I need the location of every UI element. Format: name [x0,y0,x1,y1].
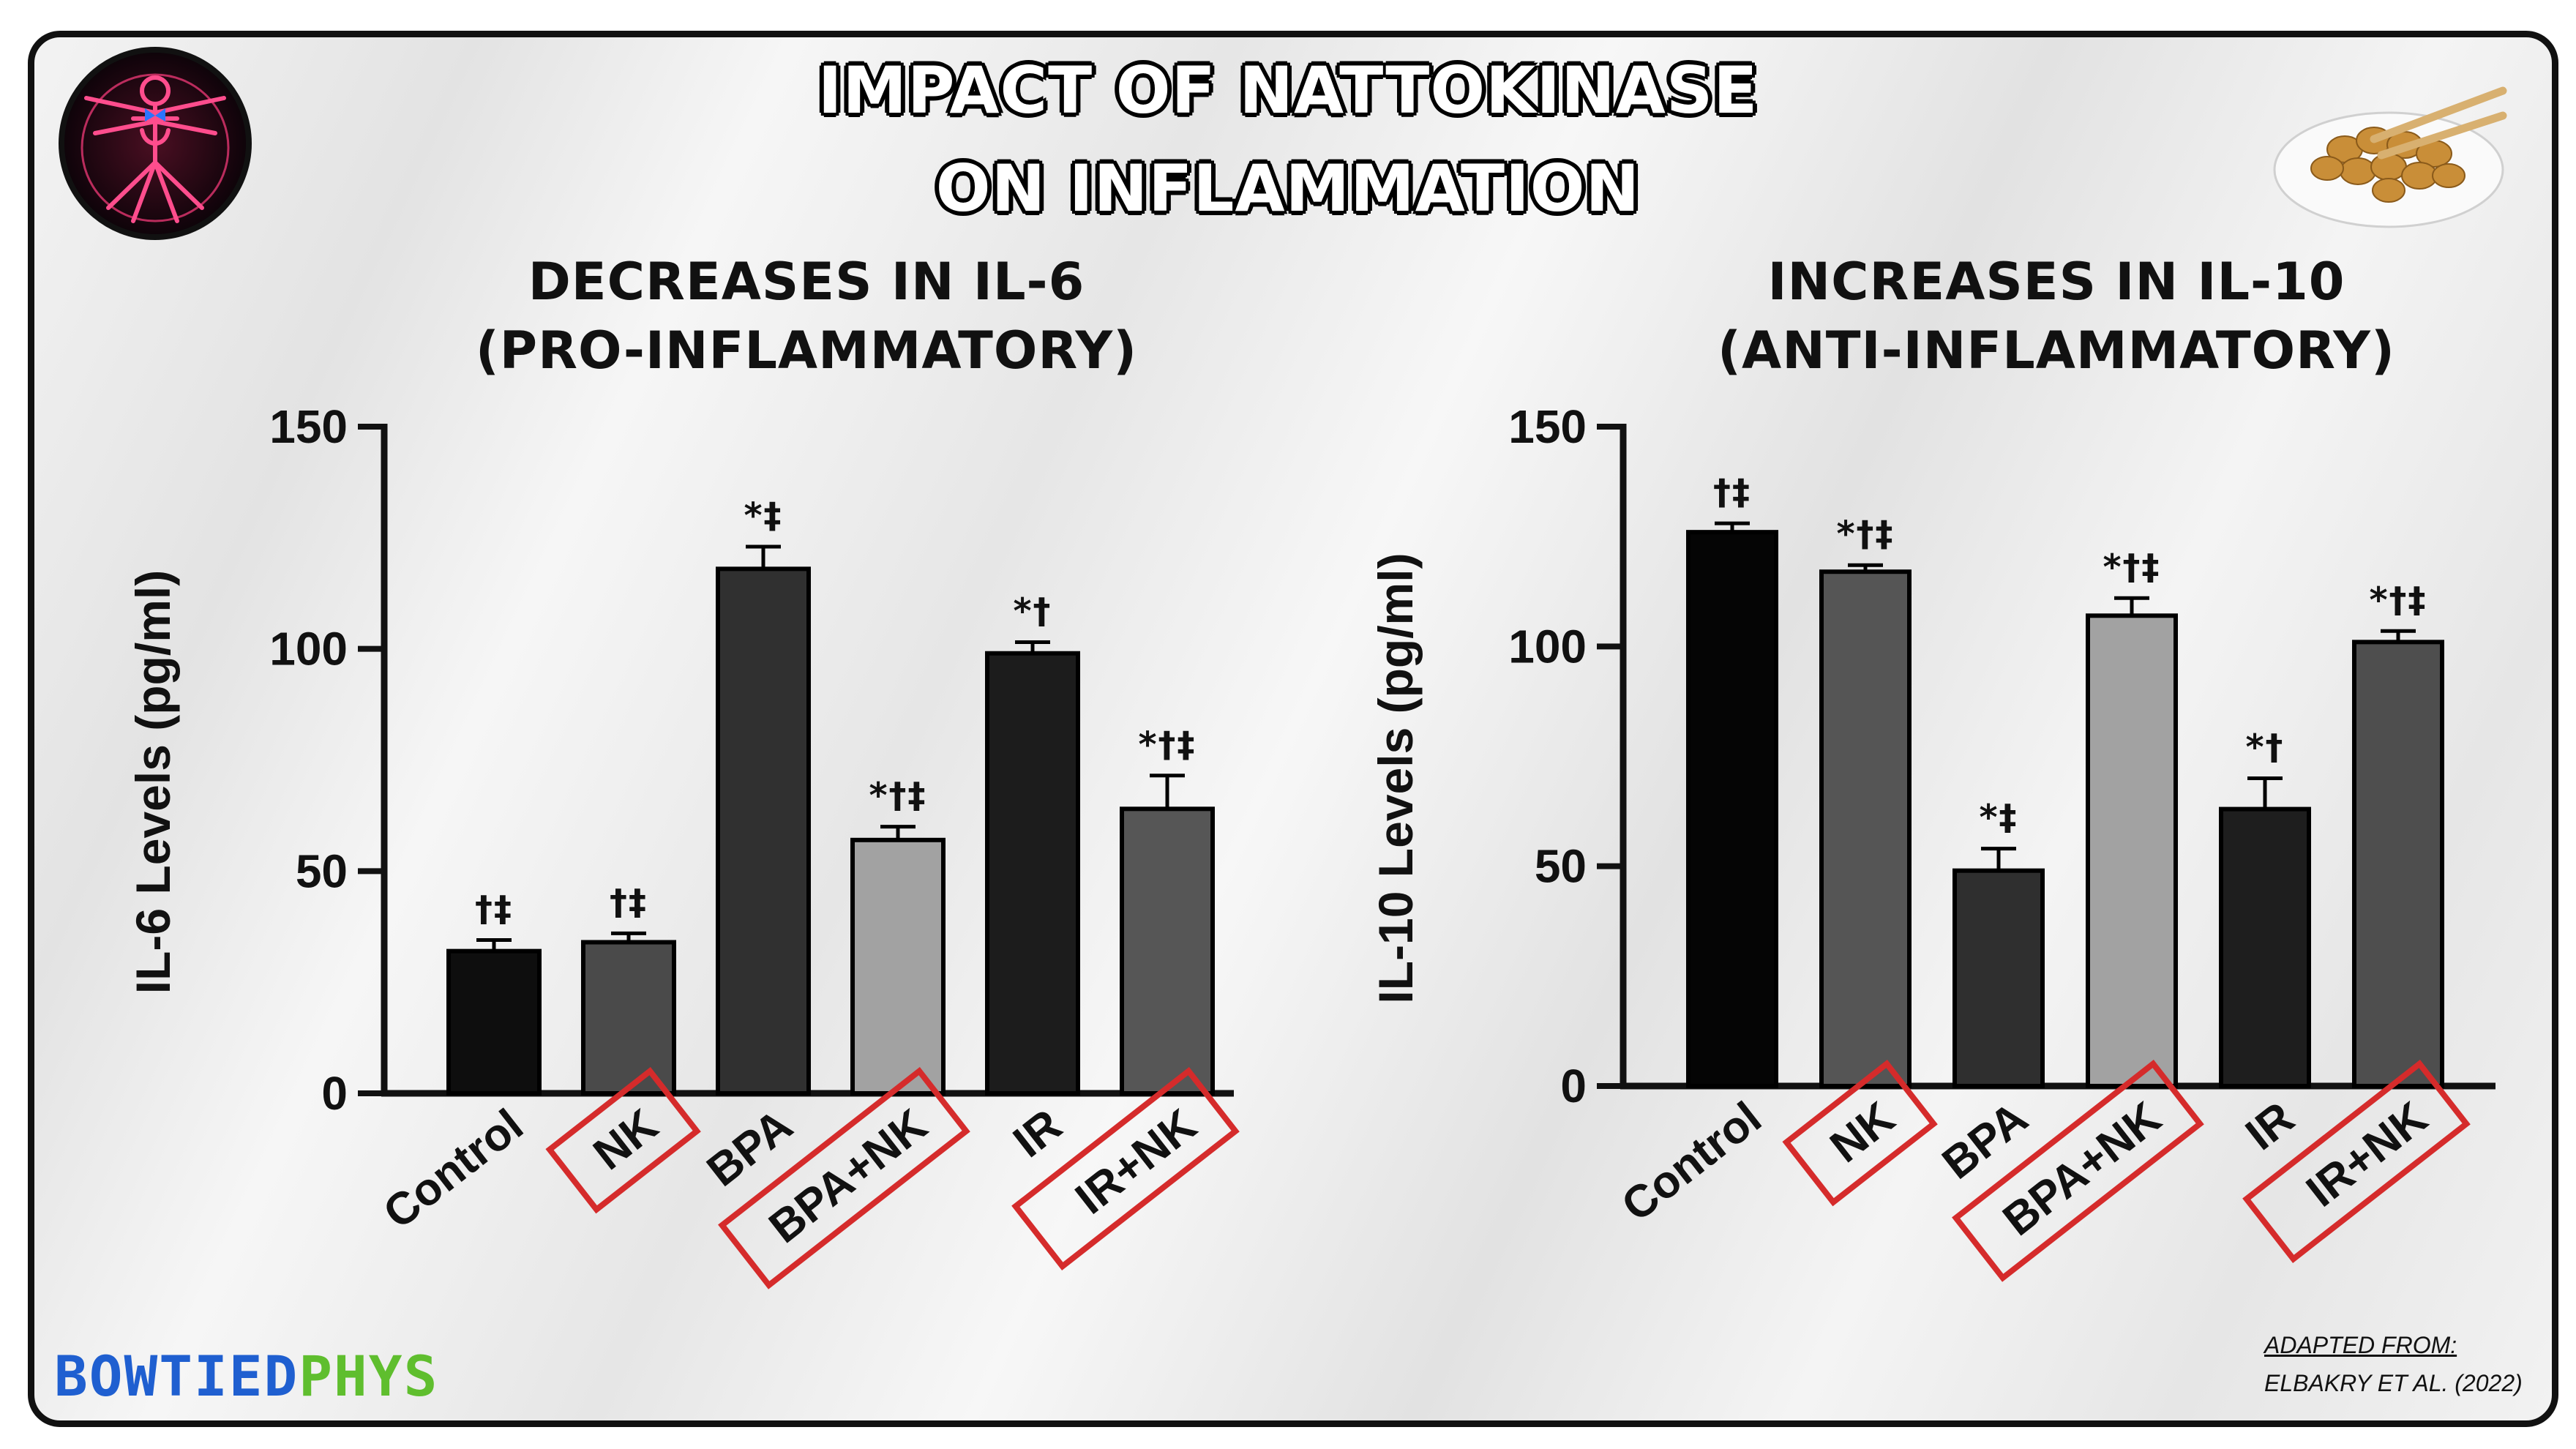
credit-line1: ADAPTED FROM: [2264,1332,2457,1358]
il6-highlight-box [1011,1067,1240,1270]
natto-bowl-icon [2273,86,2507,228]
il6-y-tick-label: 100 [269,623,348,675]
il6-bar-ir-nk [1120,806,1215,1096]
main-title-line2: ON INFLAMMATION [935,151,1641,226]
il6-y-axis-title: IL-6 Levels (pg/ml) [126,570,180,994]
il10-bar-bpa-nk [2086,613,2178,1088]
il10-significance-label: *† [2245,727,2284,768]
il10-significance-label: *‡ [1979,798,2018,839]
il10-highlight-box [2242,1060,2471,1263]
left-panel-title-line1: DECREASES IN IL-6 [528,252,1085,312]
brand-part2: PHYS [299,1344,439,1409]
il6-significance-label: *†‡ [869,776,926,817]
il10-category-label: Control [1612,1093,1770,1232]
il10-highlight-box [1952,1060,2204,1282]
left-panel-title-line2: (PRO-INFLAMMATORY) [475,321,1138,381]
il6-highlight-box [718,1067,970,1289]
il6-highlight-box [545,1067,701,1214]
il10-y-tick-label: 100 [1508,620,1587,673]
il6-significance-label: †‡ [610,882,648,923]
il10-bar-ir [2219,806,2311,1088]
il6-y-tick-label: 50 [296,845,348,897]
il10-significance-label: †‡ [1713,472,1751,513]
brand-logo: BOWTIEDPHYS [54,1344,438,1409]
il10-category-label: BPA [1933,1093,2037,1189]
anatomy-figure-icon [59,47,252,240]
right-panel-title-line2: (ANTI-INFLAMMATORY) [1718,321,2395,381]
il6-y-tick-label: 0 [321,1067,348,1120]
il6-bar-control [446,948,542,1096]
il6-significance-label: *‡ [744,495,782,536]
il10-y-tick-label: 50 [1535,840,1587,893]
il10-significance-label: *†‡ [1836,514,1894,555]
main-title-line1: IMPACT OF NATTOKINASE [817,53,1759,128]
il10-bar-control [1686,530,1778,1088]
il6-significance-label: *† [1013,591,1052,632]
il6-significance-label: †‡ [475,888,513,929]
il10-y-axis-title: IL-10 Levels (pg/ml) [1368,553,1423,1003]
right-panel-title-line1: INCREASES IN IL-10 [1767,252,2345,312]
il6-bar-ir [985,651,1080,1096]
il10-significance-label: *†‡ [2369,580,2427,621]
il10-y-tick-label: 150 [1508,400,1587,453]
il10-significance-label: *†‡ [2103,547,2160,588]
il10-bar-nk [1819,569,1912,1088]
il6-bar-bpa [716,566,811,1096]
credit-line2: ELBAKRY ET AL. (2022) [2264,1370,2523,1396]
il10-y-tick-label: 0 [1560,1060,1587,1112]
il10-bar-bpa [1952,868,2045,1088]
il10-highlight-box [1782,1060,1938,1207]
il6-y-tick-label: 150 [269,400,348,453]
il10-bar-ir-nk [2352,640,2444,1088]
brand-part1: BOWTIED [54,1344,299,1409]
il6-significance-label: *†‡ [1138,724,1196,765]
il10-category-label: IR [2236,1093,2303,1161]
